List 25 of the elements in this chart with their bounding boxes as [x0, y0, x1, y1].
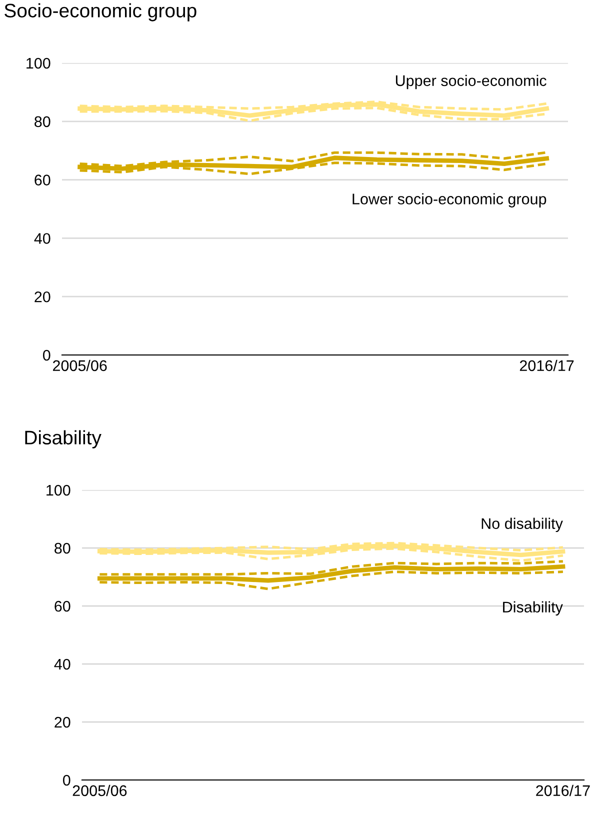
x-tick-label: 2016/17 — [536, 784, 590, 796]
series-label: Upper socio-economic — [396, 74, 546, 90]
y-tick-label: 100 — [46, 484, 70, 496]
chart-title: Socio-economic group — [4, 3, 196, 22]
x-tick-label: 2005/06 — [72, 784, 127, 796]
y-tick-label: 80 — [54, 542, 70, 554]
y-tick-label: 60 — [54, 600, 70, 612]
text: Disability — [503, 601, 563, 616]
x-tick-label: 2016/17 — [520, 360, 574, 372]
y-tick-label: 40 — [34, 233, 50, 244]
line-series — [78, 102, 549, 118]
y-tick-label: 80 — [34, 116, 50, 128]
text: Lower socio-economic group — [352, 193, 546, 208]
y-tick-label: 20 — [34, 291, 50, 302]
y-tick-label: 40 — [54, 658, 70, 670]
chart-title: Disability — [25, 430, 102, 448]
y-tick-label: 20 — [54, 716, 70, 728]
y-tick-label: 0 — [42, 350, 50, 361]
line-series — [78, 156, 549, 171]
y-tick-label: 100 — [26, 58, 50, 69]
y-tick-label: 0 — [62, 774, 70, 786]
x-tick-label: 2005/06 — [52, 360, 107, 372]
y-tick-label: 60 — [34, 174, 50, 186]
series-label: No disability — [482, 518, 563, 532]
line-series — [78, 151, 548, 168]
